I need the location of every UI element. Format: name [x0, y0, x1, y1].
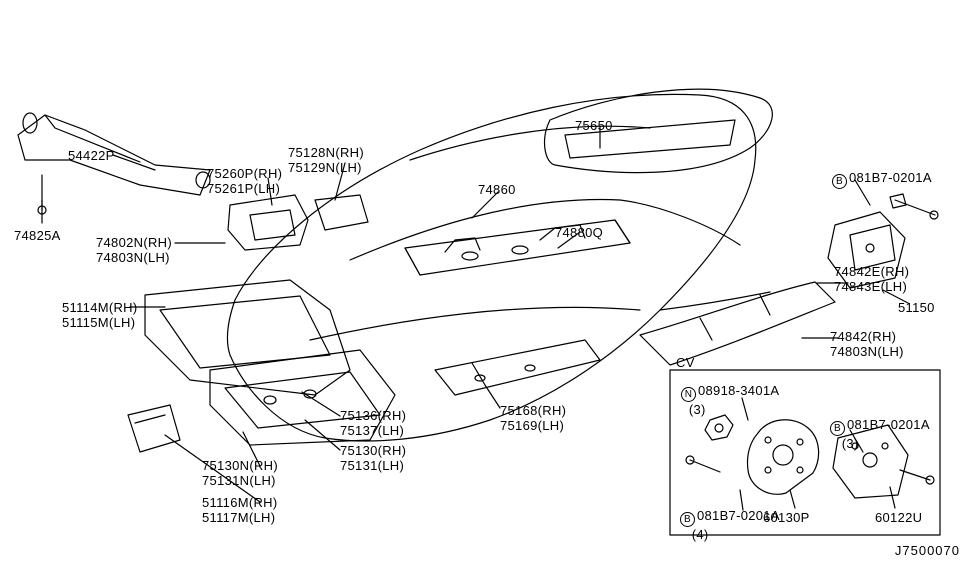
callout-75260P-75261P: 75260P(RH)75261P(LH): [207, 166, 282, 196]
callout-75130N-75131N: 75130N(RH)75131N(LH): [202, 458, 278, 488]
callout-60130P: 60130P: [763, 510, 810, 525]
callout-74825A: 74825A: [14, 228, 61, 243]
callout-51114M-51115M: 51114M(RH)51115M(LH): [62, 300, 137, 330]
diagram-id: J7500070: [895, 543, 960, 558]
callout-75136-75137: 75136(RH)75137(LH): [340, 408, 406, 438]
callout-081B7-0201A-top: B081B7-0201A: [832, 170, 932, 189]
callout-74802N-74803N: 74802N(RH)74803N(LH): [96, 235, 172, 265]
callout-51116M-51117M: 51116M(RH)51117M(LH): [202, 495, 277, 525]
callout-75130-75131: 75130(RH)75131(LH): [340, 443, 406, 473]
inset-title-cv: CV: [676, 355, 695, 370]
callout-74842-74803N: 74842(RH)74803N(LH): [830, 329, 904, 359]
callout-08918-3401A: N08918-3401A (3): [681, 383, 779, 417]
callout-081B7-0201A-inset-r: B081B7-0201A (3): [830, 417, 930, 451]
callout-60122U: 60122U: [875, 510, 922, 525]
callout-54422P: 54422P: [68, 148, 115, 163]
callout-75168-75169: 75168(RH)75169(LH): [500, 403, 566, 433]
parts-diagram: 54422P 74825A 74802N(RH)74803N(LH) 51114…: [0, 0, 975, 566]
callout-74842E-74843E: 74842E(RH)74843E(LH): [834, 264, 909, 294]
callout-75128N-75129N: 75128N(RH)75129N(LH): [288, 145, 364, 175]
callout-75650: 75650: [575, 118, 613, 133]
line-art: [0, 0, 975, 566]
callout-74860: 74860: [478, 182, 516, 197]
callout-74880Q: 74880Q: [555, 225, 603, 240]
callout-51150: 51150: [898, 300, 935, 315]
